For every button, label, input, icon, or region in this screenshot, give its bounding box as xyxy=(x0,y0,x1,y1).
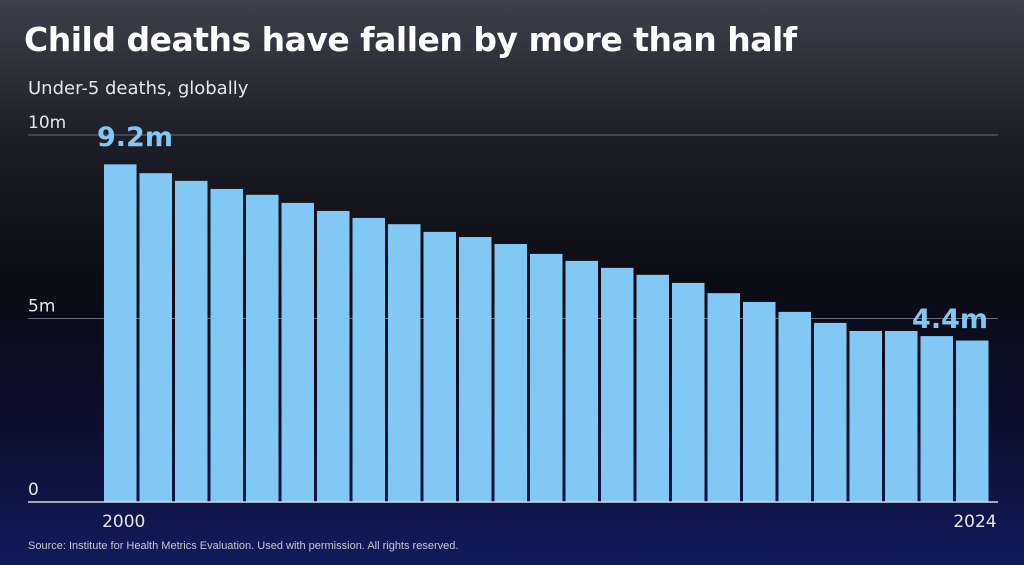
bar-2003 xyxy=(210,188,243,502)
bar-2011 xyxy=(494,243,527,502)
bar-2012 xyxy=(530,253,563,502)
bar-2008 xyxy=(388,224,421,502)
bar-2009 xyxy=(423,231,456,502)
chart-subtitle: Under-5 deaths, globally xyxy=(28,78,249,99)
bar-2001 xyxy=(139,173,172,502)
bar-2020 xyxy=(814,322,847,502)
bar-2014 xyxy=(601,267,634,502)
bar-2006 xyxy=(317,210,350,502)
x-tick-label: 2024 xyxy=(953,512,996,532)
x-tick-label: 2000 xyxy=(102,512,145,532)
source-note: Source: Institute for Health Metrics Eva… xyxy=(28,540,459,552)
bar-2016 xyxy=(672,282,705,502)
bar-2015 xyxy=(636,274,669,502)
bar-2013 xyxy=(565,260,598,502)
y-tick-label: 0 xyxy=(28,480,39,500)
bar-2017 xyxy=(707,293,740,502)
data-label: 9.2m xyxy=(97,122,173,153)
chart-title: Child deaths have fallen by more than ha… xyxy=(24,20,797,59)
bar-2002 xyxy=(175,180,208,502)
bar-2018 xyxy=(743,301,776,502)
bar-2024 xyxy=(956,340,989,502)
bar-2023 xyxy=(920,336,953,502)
bar-2005 xyxy=(281,202,314,502)
bar-2019 xyxy=(778,311,811,502)
bar-2022 xyxy=(885,330,918,502)
data-label: 4.4m xyxy=(912,304,988,335)
bar-2007 xyxy=(352,217,385,502)
bar-2000 xyxy=(104,164,137,503)
y-tick-label: 5m xyxy=(28,297,55,317)
bar-2021 xyxy=(849,330,882,502)
bar-2010 xyxy=(459,237,492,502)
y-tick-label: 10m xyxy=(28,113,66,133)
bar-2004 xyxy=(246,194,279,503)
